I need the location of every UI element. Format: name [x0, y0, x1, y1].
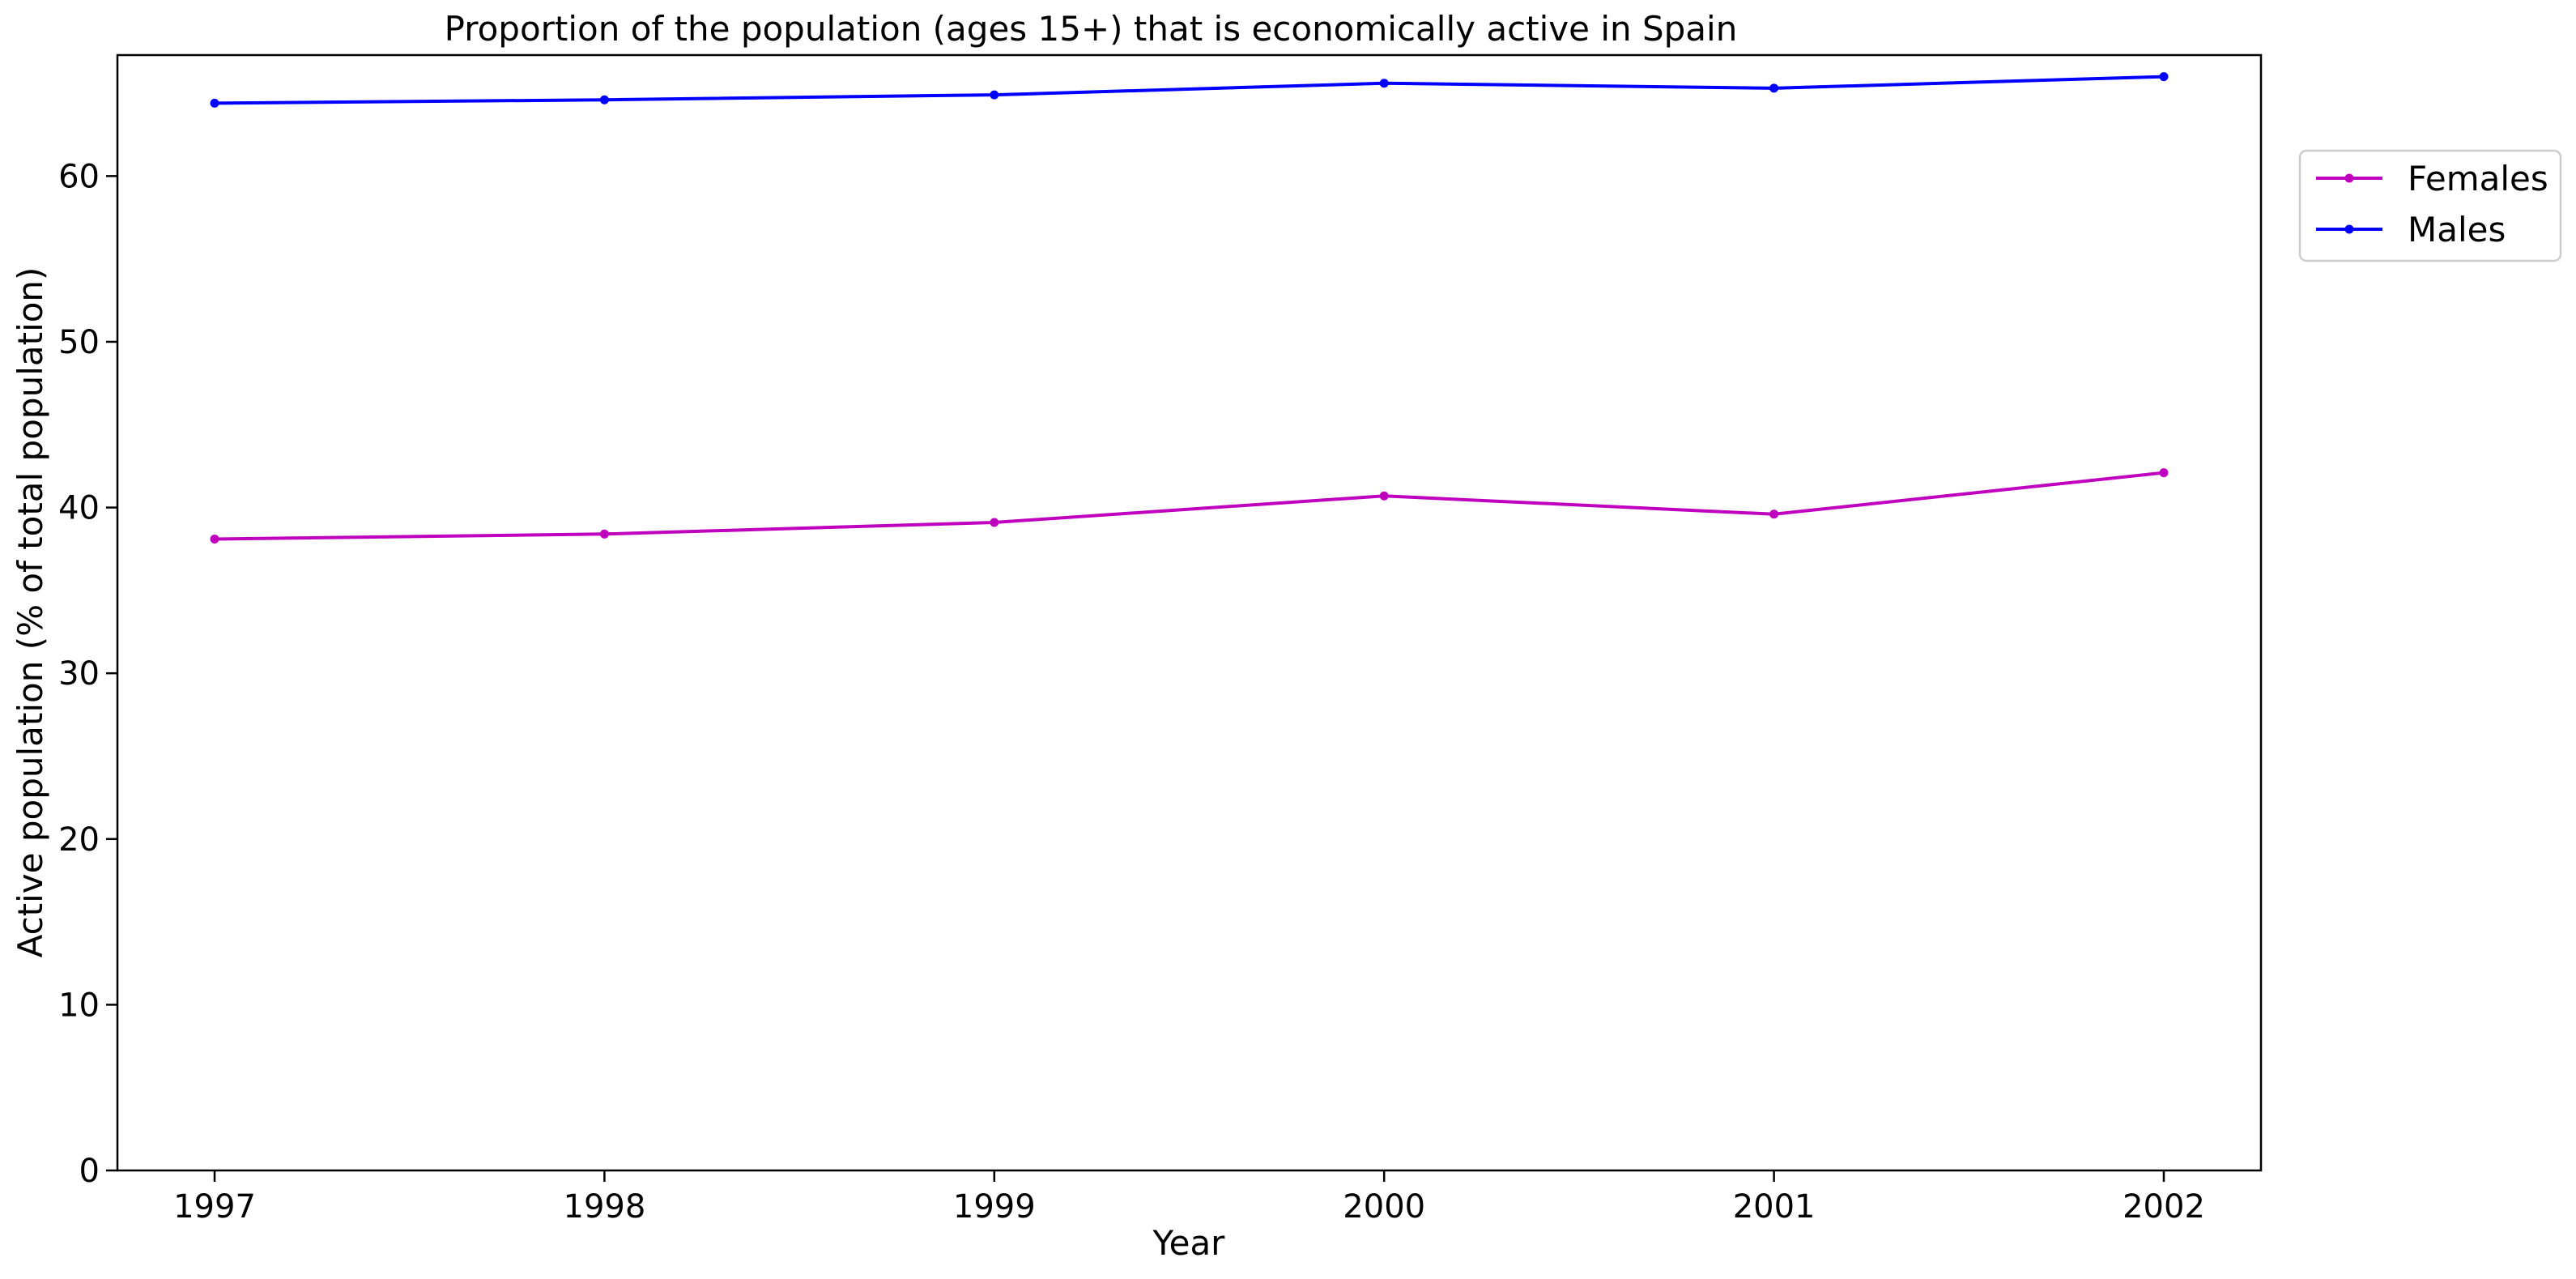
- x-tick-label: 2000: [1343, 1188, 1425, 1226]
- legend-marker-females: [2344, 173, 2354, 183]
- data-point-males: [1769, 83, 1779, 93]
- legend-label-males: Males: [2408, 210, 2506, 249]
- data-point-females: [1769, 509, 1779, 519]
- x-tick-label: 1997: [173, 1188, 256, 1226]
- y-tick-label: 60: [58, 158, 100, 195]
- x-axis: 1997 1998 1999 2000 2001 2002: [173, 1170, 2205, 1226]
- plot-area: [116, 53, 2263, 1172]
- chart-title: Proportion of the population (ages 15+) …: [445, 9, 1738, 49]
- data-point-females: [2159, 468, 2169, 478]
- x-tick-label: 2002: [2123, 1188, 2205, 1226]
- y-axis: 0 10 20 30 40 50 60: [58, 158, 117, 1190]
- data-point-females: [210, 534, 219, 544]
- data-point-males: [2159, 72, 2169, 82]
- x-axis-label: Year: [1152, 1223, 1226, 1263]
- y-tick-label: 0: [79, 1153, 100, 1190]
- x-tick-label: 2001: [1733, 1188, 1816, 1226]
- y-axis-label: Active population (% of total population…: [11, 267, 50, 958]
- data-point-females: [1379, 491, 1389, 501]
- legend-label-females: Females: [2408, 159, 2548, 198]
- y-tick-label: 20: [58, 821, 100, 859]
- data-point-males: [210, 98, 219, 108]
- data-point-males: [599, 95, 609, 104]
- y-tick-label: 50: [58, 324, 100, 361]
- data-point-females: [990, 518, 999, 527]
- series-line-males: [214, 75, 2165, 105]
- legend-items: Females Males: [2316, 159, 2548, 249]
- x-tick-label: 1998: [564, 1188, 646, 1226]
- x-tick-label: 1999: [953, 1188, 1036, 1226]
- y-tick-label: 10: [58, 987, 100, 1024]
- data-point-males: [1379, 79, 1389, 88]
- data-point-females: [599, 529, 609, 539]
- legend: Females Males: [2298, 149, 2562, 262]
- y-tick-label: 30: [58, 655, 100, 693]
- y-tick-label: 40: [58, 490, 100, 527]
- legend-marker-males: [2344, 224, 2354, 234]
- series-line-females: [214, 471, 2165, 541]
- series-layer: [210, 72, 2169, 544]
- data-point-males: [990, 90, 999, 100]
